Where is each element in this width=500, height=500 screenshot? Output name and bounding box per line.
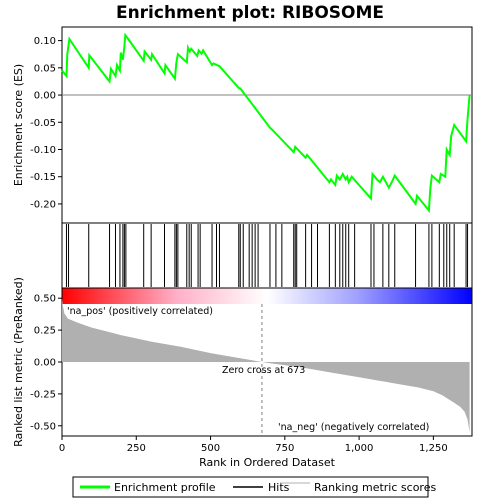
metric-y-tick-label: 0.00: [34, 358, 56, 369]
es-y-tick-label: 0.10: [34, 36, 56, 47]
metric-y-tick-label: -0.25: [30, 389, 56, 400]
x-tick-label: 0: [59, 443, 65, 454]
chart-title: Enrichment plot: RIBOSOME: [116, 3, 384, 23]
x-tick-label: 1,250: [419, 443, 448, 454]
metric-y-tick-label: 0.50: [34, 294, 56, 305]
es-y-ticks: 0.10 0.05 0.00 -0.05 -0.10 -0.15 -0.20: [30, 36, 62, 210]
enrichment-profile-line: [61, 32, 471, 214]
rank-colorbar: [62, 288, 472, 304]
metric-y-axis-label: Ranked list metric (PreRanked): [12, 277, 25, 447]
es-y-tick-label: 0.05: [34, 63, 56, 74]
legend-label-enrichment-profile: Enrichment profile: [114, 481, 216, 494]
neg-correlated-label: 'na_neg' (negatively correlated): [278, 422, 429, 433]
x-tick-label: 1,000: [345, 443, 374, 454]
es-y-tick-label: -0.20: [30, 199, 56, 210]
x-tick-label: 500: [201, 443, 220, 454]
metric-y-tick-label: 0.25: [34, 326, 56, 337]
es-y-tick-label: -0.10: [30, 145, 56, 156]
metric-y-ticks: 0.50 0.25 0.00 -0.25 -0.50: [30, 294, 62, 432]
x-tick-label: 250: [127, 443, 146, 454]
legend: Enrichment profile Hits Ranking metric s…: [72, 476, 436, 498]
hits-panel-frame: [61, 222, 473, 289]
es-y-axis-label: Enrichment score (ES): [12, 64, 25, 186]
ranking-metric-area: [62, 298, 470, 433]
x-axis-label: Rank in Ordered Dataset: [199, 456, 336, 469]
pos-correlated-label: 'na_pos' (positively correlated): [67, 306, 213, 317]
zero-cross-label: Zero cross at 673: [222, 365, 305, 376]
legend-label-ranking-metric: Ranking metric scores: [314, 481, 436, 494]
x-tick-label: 750: [275, 443, 294, 454]
legend-label-hits: Hits: [268, 481, 290, 494]
es-y-tick-label: 0.00: [34, 91, 56, 102]
x-ticks: 0 250 500 750 1,000 1,250: [59, 436, 448, 454]
es-y-tick-label: -0.05: [30, 118, 56, 129]
metric-y-tick-label: -0.50: [30, 421, 56, 432]
hit-markers: [65, 224, 469, 287]
es-y-tick-label: -0.15: [30, 172, 56, 183]
